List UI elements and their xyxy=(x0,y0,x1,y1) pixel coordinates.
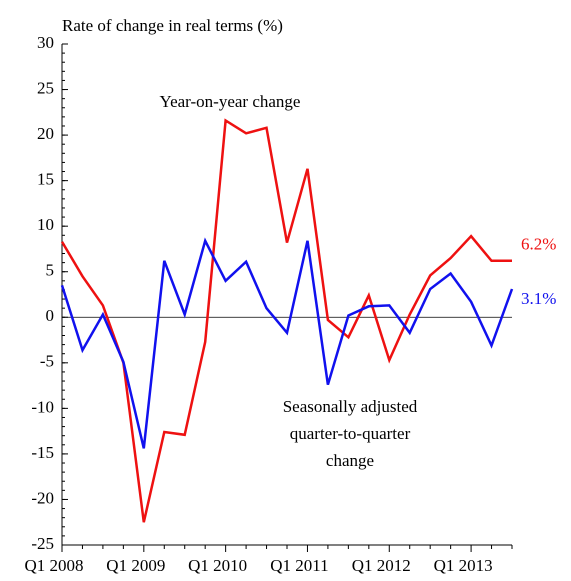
chart-title: Rate of change in real terms (%) xyxy=(62,16,283,35)
y-tick-label: -25 xyxy=(31,534,54,553)
annotation: change xyxy=(326,451,374,470)
x-tick-label: Q1 2013 xyxy=(434,556,493,575)
x-tick-label: Q1 2009 xyxy=(106,556,165,575)
series-line xyxy=(60,237,514,449)
y-tick-label: -5 xyxy=(40,352,54,371)
y-tick-label: 0 xyxy=(46,306,55,325)
x-tick-label: Q1 2008 xyxy=(24,556,83,575)
y-tick-label: 30 xyxy=(37,33,54,52)
annotation: quarter-to-quarter xyxy=(290,424,411,443)
y-tick-label: -10 xyxy=(31,397,54,416)
value-label: 6.2% xyxy=(521,235,556,254)
x-tick-label: Q1 2011 xyxy=(270,556,328,575)
y-tick-label: -20 xyxy=(31,488,54,507)
annotation: Seasonally adjusted xyxy=(283,397,418,416)
x-tick-label: Q1 2010 xyxy=(188,556,247,575)
series-line xyxy=(60,118,512,523)
y-tick-label: 10 xyxy=(37,215,54,234)
value-label: 3.1% xyxy=(521,289,556,308)
y-tick-label: 20 xyxy=(37,124,54,143)
y-tick-label: 25 xyxy=(37,78,54,97)
y-tick-label: -15 xyxy=(31,443,54,462)
y-tick-label: 5 xyxy=(46,261,55,280)
y-tick-label: 15 xyxy=(37,170,54,189)
x-tick-label: Q1 2012 xyxy=(352,556,411,575)
annotation: Year-on-year change xyxy=(160,92,301,111)
